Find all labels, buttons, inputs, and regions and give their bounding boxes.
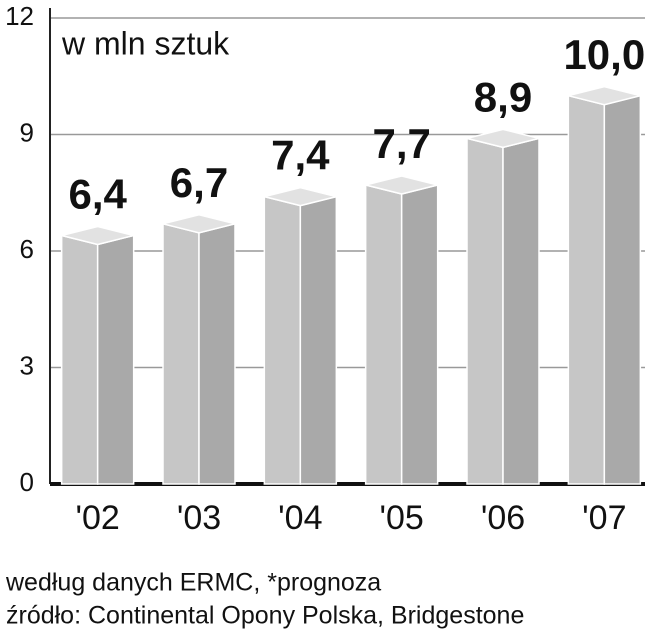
value-label: 10,0 <box>563 31 645 78</box>
x-tick-label: '06 <box>481 499 525 537</box>
value-label: 6,7 <box>170 159 228 206</box>
value-label: 6,4 <box>68 171 127 218</box>
bar-front <box>567 94 606 485</box>
x-tick-label: '02 <box>76 499 120 537</box>
value-label: 8,9 <box>474 73 532 120</box>
chart-title: w mln sztuk <box>61 25 230 61</box>
bar-side <box>198 222 236 485</box>
source: źródło: Continental Opony Polska, Bridge… <box>6 602 524 630</box>
x-tick-label: '05 <box>380 499 424 537</box>
bar-front <box>263 195 302 485</box>
bar-side <box>603 94 642 485</box>
bar-front <box>162 222 200 485</box>
y-tick-label: 12 <box>5 1 34 31</box>
bar-top <box>568 85 641 106</box>
y-tick-label: 3 <box>20 350 34 380</box>
y-tick-label: 6 <box>20 234 34 264</box>
bar-side <box>502 137 540 485</box>
bar-top <box>365 175 438 195</box>
bar-front <box>364 184 403 485</box>
y-tick-label: 0 <box>20 467 34 497</box>
bar-side <box>299 195 338 485</box>
value-label: 7,7 <box>372 120 430 167</box>
note: według danych ERMC, *prognoza <box>5 569 381 597</box>
bar-top <box>264 186 337 207</box>
bar-front <box>60 234 99 485</box>
bar-top <box>466 128 540 149</box>
bar-side <box>400 184 439 485</box>
value-label: 7,4 <box>271 132 330 179</box>
x-tick-label: '03 <box>177 499 221 537</box>
bar-front <box>466 137 504 485</box>
bar-side <box>96 234 135 485</box>
bar-top <box>162 214 236 234</box>
x-tick-label: '04 <box>278 499 322 537</box>
bar-top <box>61 225 134 246</box>
y-tick-label: 9 <box>20 117 34 147</box>
x-tick-label: '07 <box>582 499 626 537</box>
